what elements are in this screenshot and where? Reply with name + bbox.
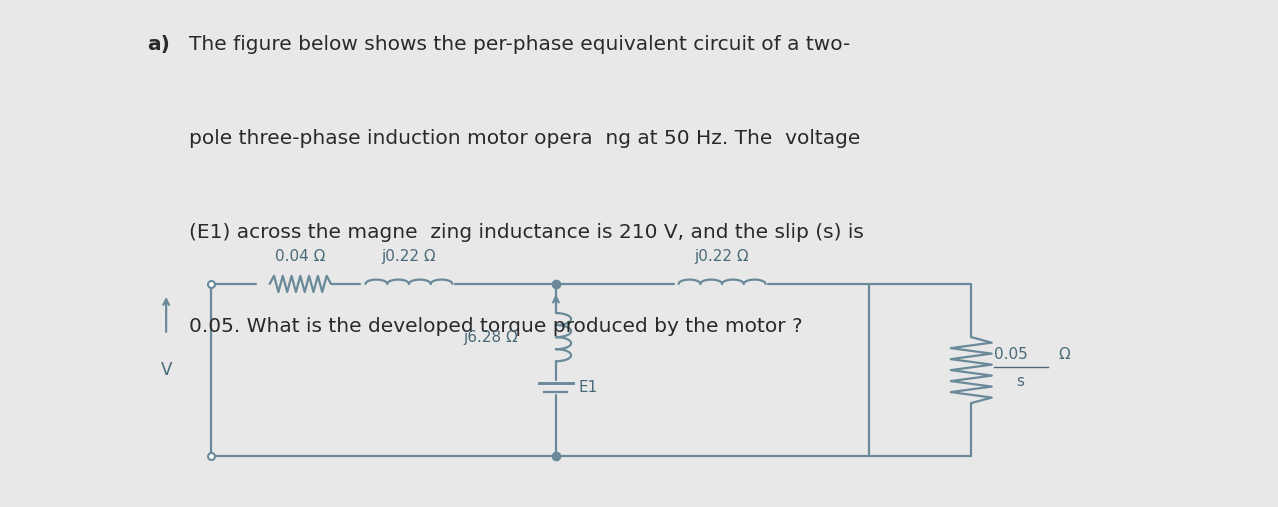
Text: 0.05. What is the developed torque produced by the motor ?: 0.05. What is the developed torque produ… bbox=[189, 317, 803, 336]
Text: pole three-phase induction motor opera  ng at 50 Hz. The  voltage: pole three-phase induction motor opera n… bbox=[189, 129, 860, 148]
Text: 0.04 Ω: 0.04 Ω bbox=[275, 248, 326, 264]
Text: 0.05: 0.05 bbox=[994, 347, 1028, 363]
Text: (E1) across the magne  zing inductance is 210 V, and the slip (s) is: (E1) across the magne zing inductance is… bbox=[189, 223, 864, 242]
Text: E1: E1 bbox=[579, 380, 598, 395]
Text: s: s bbox=[1016, 374, 1024, 389]
Text: a): a) bbox=[147, 35, 170, 54]
Text: j6.28 Ω: j6.28 Ω bbox=[463, 330, 518, 345]
Text: The figure below shows the per-phase equivalent circuit of a two-: The figure below shows the per-phase equ… bbox=[189, 35, 850, 54]
Text: j0.22 Ω: j0.22 Ω bbox=[695, 248, 749, 264]
Text: j0.22 Ω: j0.22 Ω bbox=[382, 248, 436, 264]
Text: Ω: Ω bbox=[1058, 347, 1070, 363]
Text: V: V bbox=[161, 361, 171, 379]
